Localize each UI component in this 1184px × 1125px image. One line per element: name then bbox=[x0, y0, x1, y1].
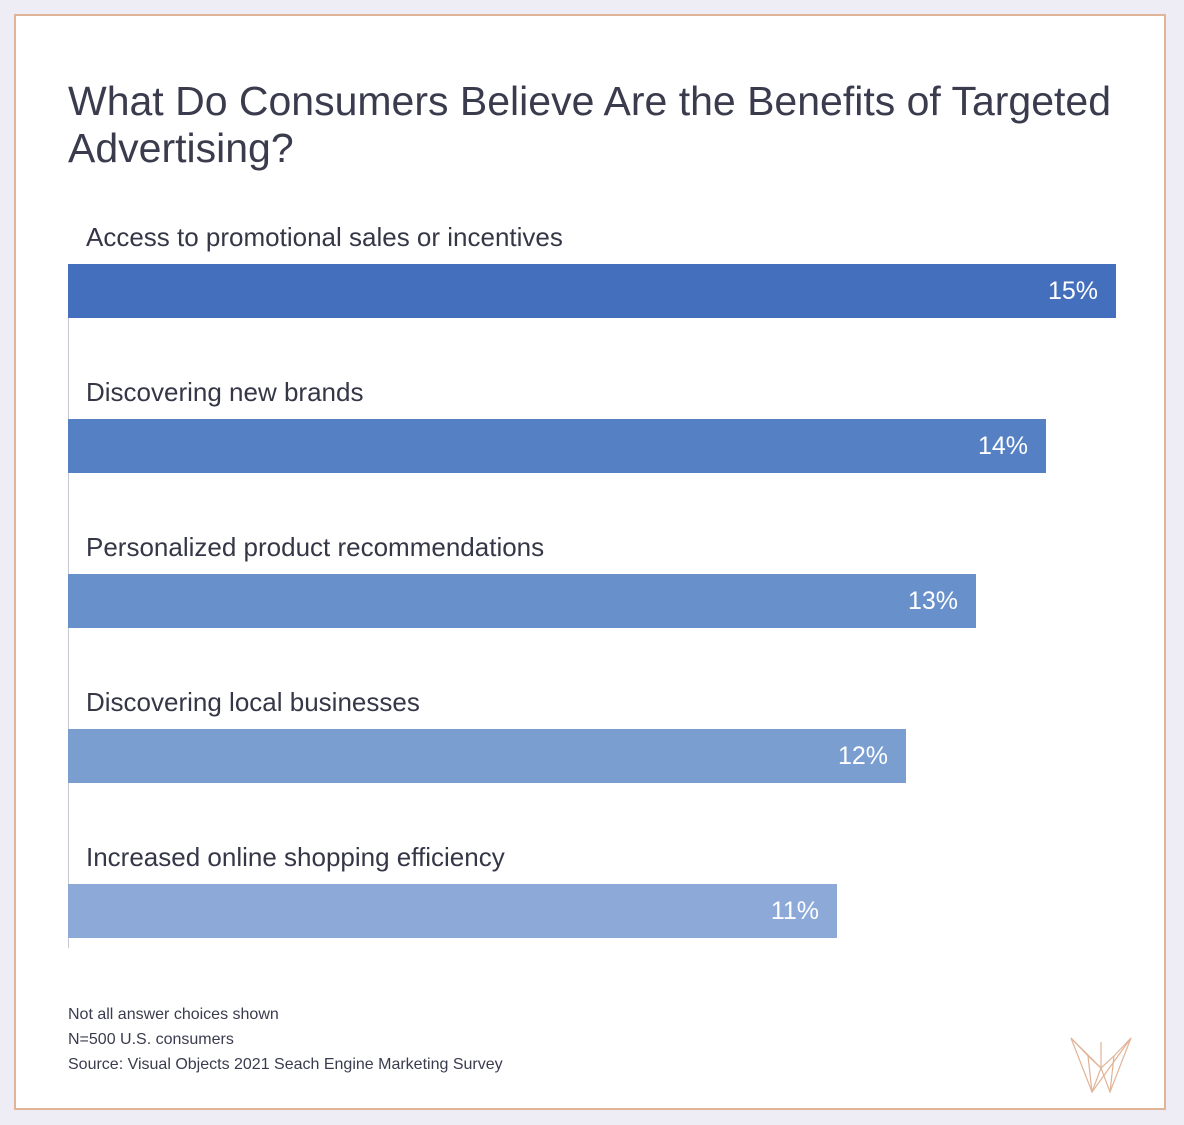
bar: 11% bbox=[68, 884, 837, 938]
footnote-answer-choices: Not all answer choices shown bbox=[68, 1006, 279, 1023]
category-label: Personalized product recommendations bbox=[86, 532, 545, 562]
footnote-sample-size: N=500 U.S. consumers bbox=[68, 1031, 234, 1048]
visual-objects-logo-icon bbox=[1070, 1037, 1132, 1094]
bar-value-label: 11% bbox=[770, 897, 819, 925]
chart-card: What Do Consumers Believe Are the Benefi… bbox=[14, 14, 1166, 1110]
bar: 14% bbox=[68, 419, 1046, 473]
footnote-source: Source: Visual Objects 2021 Seach Engine… bbox=[68, 1056, 503, 1073]
bar-value-label: 15% bbox=[1047, 277, 1098, 305]
category-label: Discovering local businesses bbox=[86, 687, 420, 717]
category-label: Access to promotional sales or incentive… bbox=[86, 222, 563, 252]
bar: 15% bbox=[68, 264, 1116, 318]
bar: 12% bbox=[68, 729, 906, 783]
category-label: Increased online shopping efficiency bbox=[86, 842, 505, 872]
chart-title: What Do Consumers Believe Are the Benefi… bbox=[68, 78, 1112, 171]
bar-value-label: 12% bbox=[837, 742, 888, 770]
bar: 13% bbox=[68, 574, 976, 628]
footnotes: Not all answer choices shown N=500 U.S. … bbox=[68, 1002, 503, 1077]
category-label: Discovering new brands bbox=[86, 377, 364, 407]
bar-value-label: 13% bbox=[907, 587, 958, 615]
bar-value-label: 14% bbox=[977, 432, 1028, 460]
